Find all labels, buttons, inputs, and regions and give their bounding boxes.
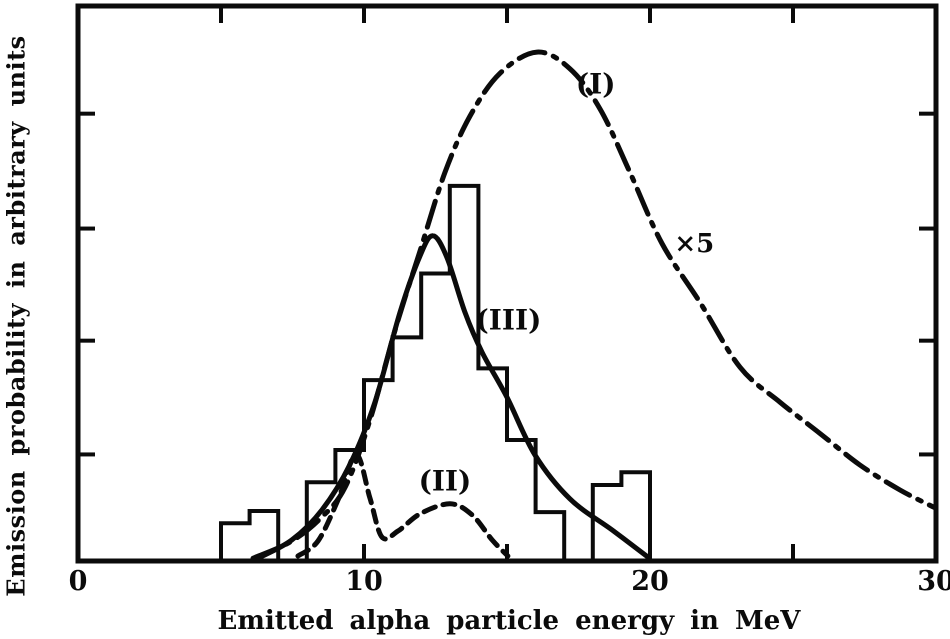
x-tick-label-30: 30 xyxy=(917,566,950,597)
curve-II-label: (II) xyxy=(418,464,472,498)
x-tick-label-20: 20 xyxy=(631,566,669,597)
curve-I-label: (I) xyxy=(575,67,616,101)
x-tick-label-10: 10 xyxy=(345,566,383,597)
x-axis-label: Emitted alpha particle energy in MeV xyxy=(217,606,801,636)
scale-factor-label: ×5 xyxy=(674,228,715,259)
plot-frame xyxy=(75,3,939,564)
x-tick-label-0: 0 xyxy=(68,566,88,597)
curve-II-dashed xyxy=(295,451,511,559)
curve-III-solid xyxy=(255,233,651,561)
curve-III-label: (III) xyxy=(475,303,542,337)
y-axis-label: Emission probability in arbitrary units xyxy=(1,35,31,597)
curve-I-dashdot xyxy=(250,49,939,561)
